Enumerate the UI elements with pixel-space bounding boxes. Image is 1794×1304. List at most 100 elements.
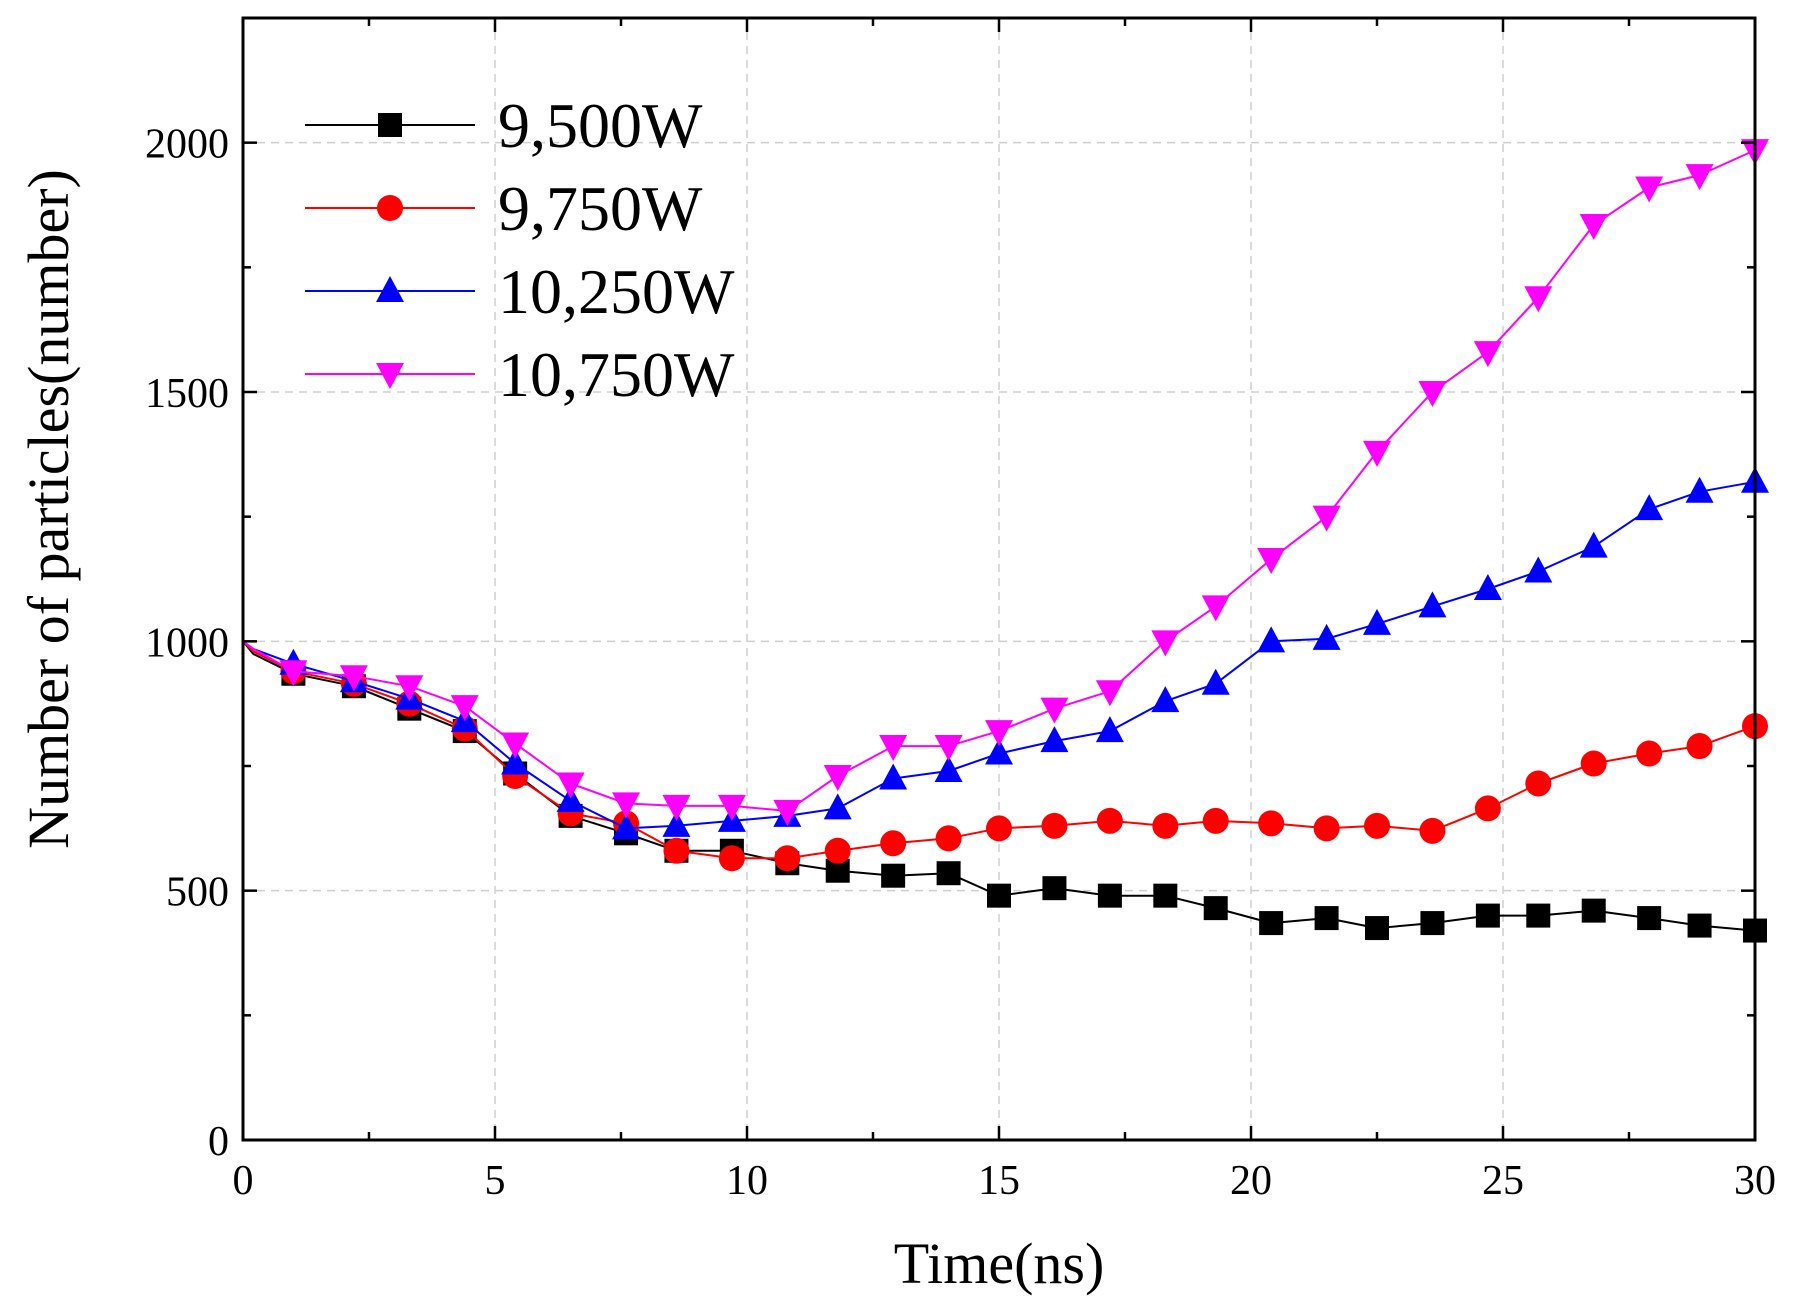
data-point-square bbox=[987, 883, 1011, 908]
data-point-triangle-up bbox=[1312, 623, 1341, 650]
data-point-square bbox=[1420, 911, 1445, 936]
data-point-square bbox=[1526, 903, 1551, 928]
legend-label: 10,750W bbox=[498, 339, 735, 410]
data-point-triangle-down bbox=[339, 665, 368, 692]
data-point-triangle-up bbox=[1201, 668, 1230, 695]
data-point-circle bbox=[1202, 807, 1229, 834]
data-point-circle bbox=[1636, 740, 1663, 767]
data-point-triangle-down bbox=[717, 794, 746, 821]
x-tick-label: 20 bbox=[1230, 1158, 1272, 1204]
data-point-circle bbox=[377, 195, 403, 221]
data-point-triangle-down bbox=[1635, 176, 1664, 203]
data-point-square bbox=[1259, 911, 1284, 936]
y-axis-title: Number of particles(number) bbox=[16, 169, 81, 849]
data-point-triangle-down bbox=[376, 363, 404, 389]
x-tick-label: 0 bbox=[233, 1158, 254, 1204]
data-point-triangle-down bbox=[1040, 697, 1069, 724]
data-point-triangle-up bbox=[823, 793, 852, 820]
data-point-triangle-down bbox=[773, 799, 802, 826]
data-point-triangle-up bbox=[612, 813, 641, 840]
data-point-square bbox=[378, 113, 402, 137]
y-tick-label: 500 bbox=[166, 870, 229, 916]
legend-label: 9,750W bbox=[498, 173, 703, 244]
data-point-triangle-up bbox=[985, 738, 1013, 765]
data-point-circle bbox=[824, 837, 851, 864]
data-point-square bbox=[1365, 916, 1389, 941]
x-axis-title: Time(ns) bbox=[894, 1231, 1105, 1296]
data-point-triangle-up bbox=[1685, 476, 1714, 503]
data-point-square bbox=[1097, 883, 1122, 908]
x-tick-label: 15 bbox=[978, 1158, 1020, 1204]
data-point-triangle-down bbox=[934, 735, 963, 762]
data-point-circle bbox=[1580, 750, 1607, 777]
data-point-circle bbox=[1419, 817, 1446, 844]
data-point-circle bbox=[1258, 810, 1285, 837]
data-point-triangle-down bbox=[1151, 630, 1180, 657]
legend-item: 10,750W bbox=[305, 339, 735, 410]
data-point-triangle-down bbox=[556, 772, 585, 799]
data-point-triangle-up bbox=[662, 810, 691, 837]
data-point-circle bbox=[1525, 770, 1552, 797]
y-tick-label: 2000 bbox=[145, 122, 229, 168]
data-point-triangle-down bbox=[985, 720, 1013, 747]
data-point-triangle-up bbox=[879, 763, 908, 790]
data-point-triangle-up bbox=[934, 755, 963, 782]
y-tick-label: 1000 bbox=[145, 620, 229, 666]
data-point-triangle-down bbox=[1095, 680, 1124, 707]
legend-item: 9,500W bbox=[305, 90, 703, 161]
data-point-circle bbox=[1041, 812, 1068, 839]
data-point-triangle-down bbox=[612, 792, 641, 819]
plot-series bbox=[242, 139, 1769, 943]
data-point-triangle-down bbox=[1257, 548, 1286, 575]
data-point-square bbox=[1042, 876, 1067, 901]
data-point-triangle-down bbox=[450, 695, 479, 722]
series-4 bbox=[242, 139, 1769, 826]
data-point-square bbox=[1153, 883, 1178, 908]
data-point-square bbox=[1203, 896, 1228, 921]
data-point-square bbox=[1314, 906, 1339, 931]
data-point-circle bbox=[1096, 807, 1123, 834]
data-point-triangle-down bbox=[501, 732, 530, 759]
x-tick-label: 30 bbox=[1734, 1158, 1776, 1204]
data-point-triangle-down bbox=[823, 764, 852, 791]
data-point-triangle-down bbox=[1363, 440, 1391, 467]
data-point-triangle-down bbox=[879, 735, 908, 762]
x-tick-label: 25 bbox=[1482, 1158, 1524, 1204]
data-point-triangle-down bbox=[1312, 505, 1341, 532]
data-point-triangle-up bbox=[1418, 591, 1447, 618]
data-point-circle bbox=[1686, 733, 1713, 760]
legend: 9,500W 9,750W 10,250W 10,750W bbox=[305, 90, 735, 410]
data-point-triangle-down bbox=[1473, 341, 1502, 368]
data-point-triangle-up bbox=[376, 276, 404, 302]
data-point-circle bbox=[718, 845, 745, 872]
x-tick-label: 10 bbox=[726, 1158, 768, 1204]
data-point-triangle-down bbox=[1201, 595, 1230, 622]
data-point-circle bbox=[935, 825, 962, 852]
data-point-triangle-down bbox=[1579, 213, 1608, 240]
data-point-triangle-down bbox=[662, 794, 691, 821]
data-point-circle bbox=[1474, 795, 1501, 822]
data-point-triangle-down bbox=[1685, 164, 1714, 191]
data-point-circle bbox=[1152, 812, 1179, 839]
x-tick-label: 5 bbox=[485, 1158, 506, 1204]
y-tick-label: 1500 bbox=[145, 371, 229, 417]
data-point-triangle-up bbox=[1257, 626, 1286, 653]
axes: 0 5 10 15 20 25 30 0 500 1000 1500 2000 bbox=[145, 16, 1776, 1204]
data-point-square bbox=[881, 863, 906, 888]
grid bbox=[243, 18, 1755, 1140]
data-point-triangle-up bbox=[1635, 494, 1664, 521]
data-point-triangle-down bbox=[1418, 381, 1447, 407]
series-line bbox=[242, 480, 1756, 830]
data-point-triangle-up bbox=[1524, 556, 1553, 583]
legend-label: 10,250W bbox=[498, 256, 735, 327]
data-point-triangle-up bbox=[1473, 573, 1502, 600]
data-point-triangle-down bbox=[395, 675, 424, 702]
data-point-circle bbox=[1313, 815, 1340, 842]
data-point-square bbox=[1687, 913, 1712, 938]
data-point-circle bbox=[774, 845, 801, 872]
data-point-triangle-down bbox=[1524, 286, 1553, 313]
data-point-circle bbox=[986, 815, 1012, 842]
data-point-triangle-down bbox=[279, 660, 308, 687]
data-point-circle bbox=[880, 830, 907, 857]
